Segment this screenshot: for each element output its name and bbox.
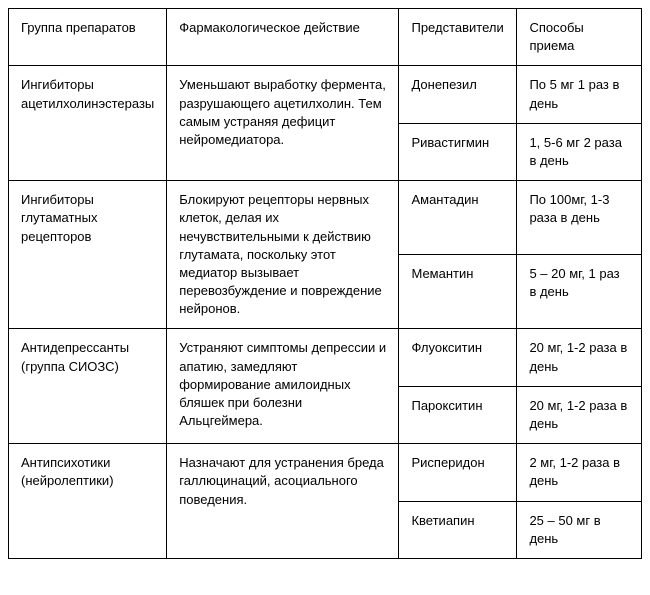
cell-rep: Парокситин [399,386,517,443]
cell-dose: 1, 5-6 мг 2 раза в день [517,123,642,180]
cell-rep: Рисперидон [399,444,517,501]
table-row: Антипсихотики (нейролептики) Назначают д… [9,444,642,501]
cell-group: Ингибиторы ацетилхолинэстеразы [9,66,167,181]
cell-dose: 25 – 50 мг в день [517,501,642,558]
header-group: Группа препаратов [9,9,167,66]
cell-dose: По 5 мг 1 раз в день [517,66,642,123]
cell-dose: По 100мг, 1-3 раза в день [517,181,642,255]
cell-rep: Мемантин [399,255,517,329]
cell-action: Блокируют рецепторы нервных клеток, дела… [167,181,399,329]
cell-rep: Флуокситин [399,329,517,386]
cell-action: Устраняют симптомы депрессии и апатию, з… [167,329,399,444]
table-row: Антидепрессанты (группа СИОЗС) Устраняют… [9,329,642,386]
table-row: Ингибиторы ацетилхолинэстеразы Уменьшают… [9,66,642,123]
cell-rep: Амантадин [399,181,517,255]
header-action: Фармакологическое действие [167,9,399,66]
cell-group: Антидепрессанты (группа СИОЗС) [9,329,167,444]
table-row: Ингибиторы глутаматных рецепторов Блокир… [9,181,642,255]
cell-group: Антипсихотики (нейролептики) [9,444,167,559]
cell-rep: Ривастигмин [399,123,517,180]
cell-rep: Донепезил [399,66,517,123]
cell-dose: 5 – 20 мг, 1 раз в день [517,255,642,329]
cell-rep: Кветиапин [399,501,517,558]
cell-dose: 20 мг, 1-2 раза в день [517,386,642,443]
cell-action: Назначают для устранения бреда галлюцина… [167,444,399,559]
header-dosage: Способы приема [517,9,642,66]
medications-table: Группа препаратов Фармакологическое дейс… [8,8,642,559]
cell-action: Уменьшают выработку фермента, разрушающе… [167,66,399,181]
header-representatives: Представители [399,9,517,66]
table-header-row: Группа препаратов Фармакологическое дейс… [9,9,642,66]
cell-dose: 20 мг, 1-2 раза в день [517,329,642,386]
cell-dose: 2 мг, 1-2 раза в день [517,444,642,501]
cell-group: Ингибиторы глутаматных рецепторов [9,181,167,329]
